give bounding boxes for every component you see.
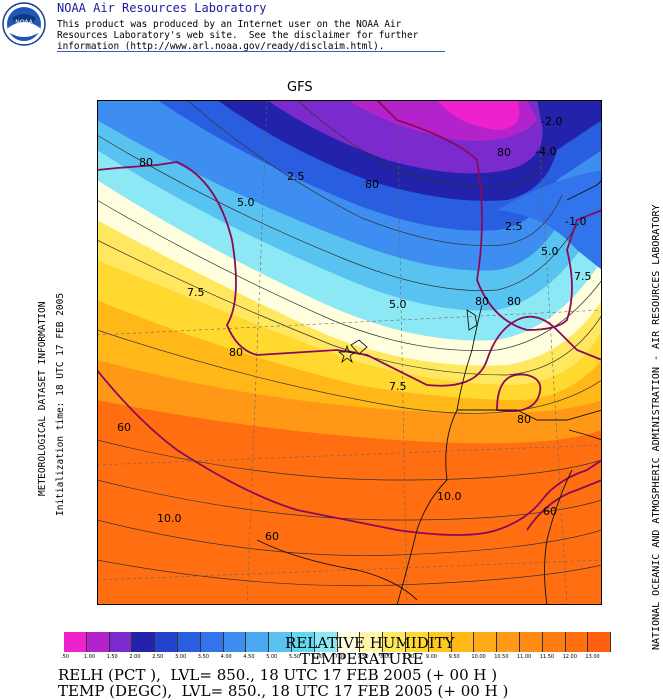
color-fill-layer: [97, 100, 602, 605]
scale-tick-label: 12.00: [562, 654, 577, 660]
disclaimer-line: Resources Laboratory's web site. See the…: [57, 30, 419, 41]
map-frame: [97, 100, 602, 605]
model-label: GFS: [287, 80, 313, 95]
scale-swatch: [542, 632, 566, 652]
scale-swatch: [451, 632, 475, 652]
scale-tick-label: 5.00: [266, 654, 278, 660]
header: NOAA NOAA Air Resources Laboratory This …: [0, 0, 460, 56]
title-line-1: RELATIVE HUMIDITY: [285, 634, 455, 652]
contour-label: 80: [497, 146, 511, 159]
disclaimer-line: This product was produced by an Internet…: [57, 19, 402, 30]
status-line-1: RELH (PCT ), LVL= 850., 18 UTC 17 FEB 20…: [58, 666, 498, 684]
contour-label: 10.0: [157, 512, 182, 525]
scale-tick-label: .50: [61, 654, 69, 660]
contour-label: -2.0: [541, 115, 562, 128]
map-plot: 2.5 5.0 7.5 5.0 7.5 2.5 5.0 7.5 10.0 10.…: [97, 100, 602, 605]
right-agency-label: NATIONAL OCEANIC AND ATMOSPHERIC ADMINIS…: [651, 204, 662, 650]
contour-label: 80: [475, 295, 489, 308]
geographic-boundaries: [256, 179, 602, 605]
scale-swatch: [246, 632, 270, 652]
scale-swatch: [155, 632, 178, 652]
scale-tick-label: 5.50: [289, 654, 301, 660]
scale-swatch: [132, 632, 156, 652]
contour-label: 80: [139, 156, 153, 169]
left-init-time-label: Initialization time: 18 UTC 17 FEB 2005: [55, 292, 66, 516]
disclaimer-line: information (http://www.arl.noaa.gov/rea…: [57, 41, 385, 52]
contour-label: 5.0: [237, 196, 255, 209]
contour-label: 80: [229, 346, 243, 359]
contour-label: 60: [117, 421, 131, 434]
scale-tick-label: 2.00: [129, 654, 141, 660]
scale-tick-label: 3.00: [175, 654, 187, 660]
scale-swatch: [64, 632, 87, 652]
scale-tick-label: 11.50: [539, 654, 555, 660]
contour-label: 7.5: [574, 270, 592, 283]
scale-tick-label: 1.00: [83, 654, 95, 660]
logo-text: NOAA: [15, 19, 33, 26]
scale-swatch: [86, 632, 110, 652]
scale-swatch: [565, 632, 589, 652]
scale-swatch: [109, 632, 133, 652]
scale-swatch: [588, 632, 612, 652]
scale-swatch: [360, 632, 384, 652]
scale-tick-label: 3.50: [197, 654, 209, 660]
scale-swatch: [406, 632, 429, 652]
temp-labels: 2.5 5.0 7.5 5.0 7.5 2.5 5.0 7.5 10.0 10.…: [157, 115, 592, 525]
scale-tick-label: 9.50: [448, 654, 460, 660]
lab-title: NOAA Air Resources Laboratory: [57, 1, 267, 15]
contour-label: 7.5: [389, 380, 407, 393]
noaa-logo-icon: NOAA: [2, 2, 46, 46]
scale-swatch: [520, 632, 543, 652]
scale-swatch: [497, 632, 520, 652]
temperature-contours: [97, 100, 602, 587]
scale-tick-label: 4.00: [220, 654, 232, 660]
scale-swatch: [428, 632, 452, 652]
header-rule: [57, 51, 445, 52]
left-dataset-label: METEOROLOGICAL DATASET INFORMATION: [37, 301, 48, 496]
contour-label: 2.5: [287, 170, 305, 183]
scale-swatch: [383, 632, 406, 652]
scale-tick-label: 10.00: [471, 654, 486, 660]
contour-label: 10.0: [437, 490, 462, 503]
scale-tick-label: 1.50: [106, 654, 118, 660]
scale-swatch: [337, 632, 361, 652]
scale-tick-label: 8.50: [403, 654, 415, 660]
contour-label: 80: [507, 295, 521, 308]
contour-label: 60: [187, 100, 201, 103]
scale-swatch: [474, 632, 498, 652]
station-star-icon: [337, 344, 357, 364]
scale-tick-label: 7.00: [334, 654, 346, 660]
scale-tick-label: 11.00: [517, 654, 532, 660]
scale-tick-label: 2.50: [152, 654, 164, 660]
scale-swatch: [223, 632, 247, 652]
status-line-2: TEMP (DEGC), LVL= 850., 18 UTC 17 FEB 20…: [58, 682, 509, 700]
relative-humidity-contours: [97, 100, 602, 536]
scale-tick-label: 8.00: [380, 654, 392, 660]
scale-tick-label: 7.50: [357, 654, 369, 660]
rh-labels: 80 80 80 80 80 80 80 60 60 60 60 60: [117, 100, 557, 543]
scale-tick-label: 10.50: [494, 654, 509, 660]
contour-label: 5.0: [541, 245, 559, 258]
contour-label: 60: [265, 530, 279, 543]
contour-label: 60: [543, 505, 557, 518]
contour-label: -1.0: [565, 215, 586, 228]
contour-label: 5.0: [389, 298, 407, 311]
scale-swatch: [292, 632, 315, 652]
title-line-2: TEMPERATURE: [300, 650, 424, 668]
scale-tick-label: 13.00: [585, 654, 600, 660]
scale-tick-label: 4.50: [243, 654, 255, 660]
contour-label: 2.5: [505, 220, 523, 233]
contour-label: 7.5: [187, 286, 205, 299]
contour-label: -4.0: [535, 145, 556, 158]
scale-swatch: [269, 632, 292, 652]
lat-lon-grid: [97, 100, 602, 605]
scale-swatch: [314, 632, 338, 652]
scale-swatch: [200, 632, 224, 652]
scale-tick-label: 6.00: [311, 654, 323, 660]
contour-label: 60: [187, 100, 201, 103]
contour-label: 80: [517, 413, 531, 426]
contour-label: 80: [365, 178, 379, 191]
scale-swatch: [178, 632, 201, 652]
scale-tick-label: 9.00: [425, 654, 437, 660]
